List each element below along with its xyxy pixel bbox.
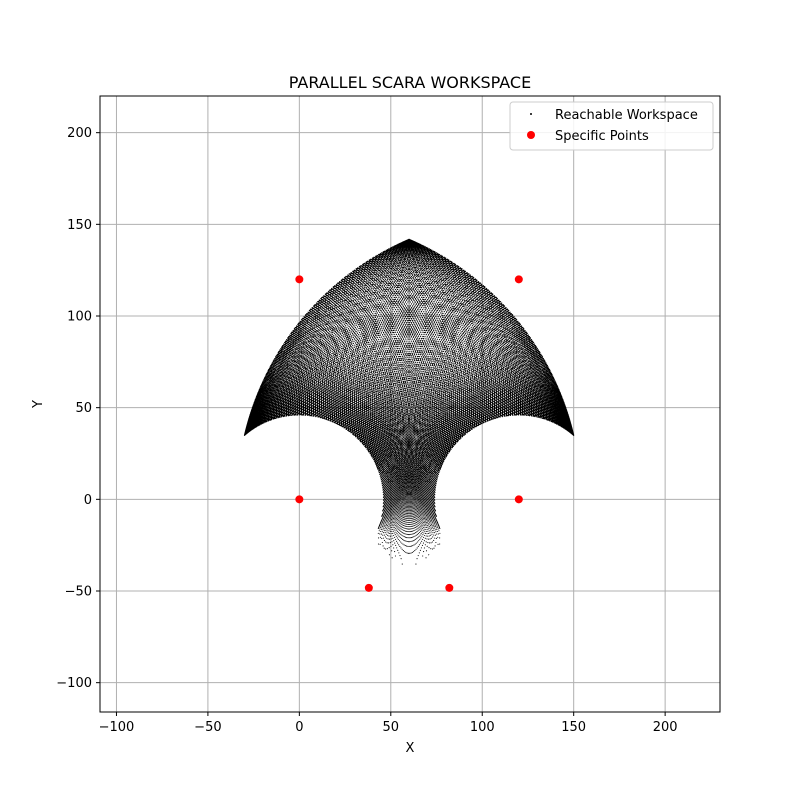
specific-point (514, 495, 523, 504)
x-tick-label: 50 (383, 720, 400, 735)
specific-point (295, 495, 304, 504)
specific-point (295, 275, 304, 284)
legend-label-specific-points: Specific Points (555, 129, 649, 144)
legend-marker-specific-points (527, 131, 535, 139)
x-tick-label: −100 (99, 720, 135, 735)
legend: Reachable Workspace Specific Points (509, 101, 714, 151)
specific-point (514, 275, 523, 284)
y-tick-label: 50 (75, 401, 92, 416)
y-tick-label: −50 (65, 585, 92, 600)
y-tick-label: 100 (67, 310, 92, 325)
axis-ticks: −100 −50 0 50 100 150 200 −100 −50 0 50 100 150 200 (56, 126, 677, 735)
y-axis-label: Y (31, 400, 46, 409)
x-tick-label: −50 (194, 720, 221, 735)
x-tick-label: 100 (470, 720, 495, 735)
specific-point (445, 583, 454, 592)
legend-marker-reachable-workspace (530, 113, 532, 115)
x-tick-label: 0 (295, 720, 303, 735)
y-tick-label: 150 (67, 218, 92, 233)
chart-title: PARALLEL SCARA WORKSPACE (289, 73, 531, 92)
workspace-scatter (243, 238, 575, 565)
y-tick-label: 200 (67, 126, 92, 141)
specific-point (364, 583, 373, 592)
legend-label-reachable-workspace: Reachable Workspace (555, 108, 698, 123)
legend-box (509, 101, 714, 151)
x-tick-label: 200 (653, 720, 678, 735)
y-tick-label: 0 (84, 493, 92, 508)
specific-points-scatter (295, 275, 523, 592)
x-tick-label: 150 (561, 720, 586, 735)
workspace-point-cloud (243, 238, 575, 565)
y-tick-label: −100 (56, 676, 92, 691)
x-axis-label: X (406, 741, 415, 756)
plot-area-frame (99, 95, 721, 713)
